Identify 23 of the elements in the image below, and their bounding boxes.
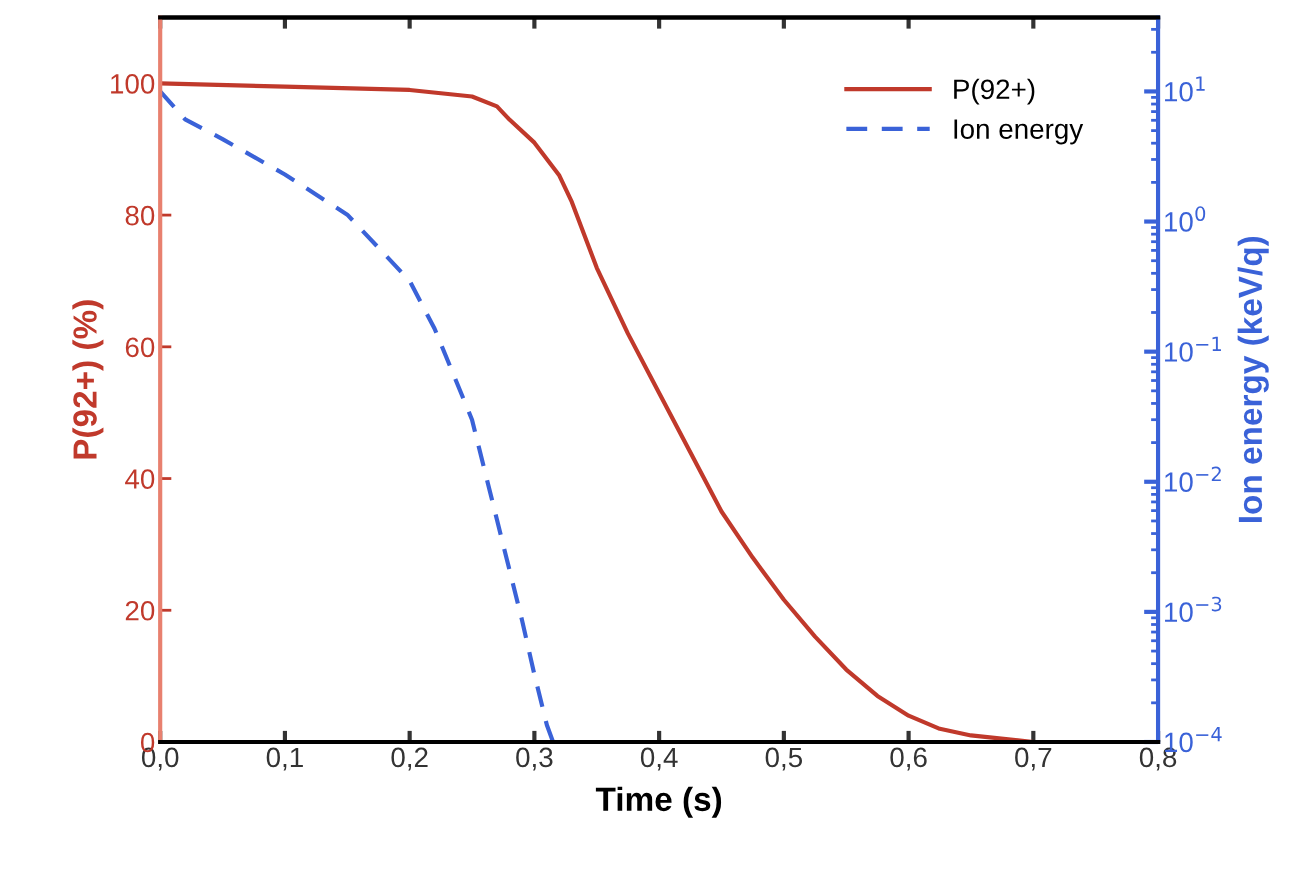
y2-tick-label: 10$^{−3}$	[1165, 596, 1222, 623]
x-tick-label: 0,5	[765, 747, 803, 771]
y-tick-label: 100	[111, 74, 155, 94]
y2-axis-title: Ion energy (keV/q)	[1237, 236, 1269, 522]
y-tick-label: 60	[125, 337, 155, 358]
legend-label: Ion energy	[954, 119, 1084, 145]
line-series	[160, 89, 556, 742]
x-tick-label: 0,6	[890, 747, 927, 771]
y-tick-label: 80	[125, 205, 155, 226]
x-axis-title: Time (s)	[595, 786, 722, 818]
y2-tick-label: 10$^{1}$	[1165, 76, 1205, 102]
x-tick-label: 0,7	[1015, 747, 1052, 771]
y2-tick-label: 10$^{−1}$	[1165, 336, 1221, 362]
x-tick-label: 0,3	[516, 747, 553, 771]
x-tick-label: 0,1	[266, 747, 303, 771]
y-axis-title: P(92+) (%)	[72, 300, 104, 459]
y2-tick-label: 10$^{0}$	[1165, 206, 1206, 232]
y-tick-label: 20	[125, 600, 155, 621]
y2-tick-label: 10$^{−2}$	[1165, 466, 1221, 492]
x-tick-label: 0,4	[640, 747, 678, 771]
y-tick-label: 40	[125, 469, 155, 489]
x-tick-label: 0,2	[391, 747, 428, 771]
legend-label: P(92+)	[954, 78, 1035, 105]
